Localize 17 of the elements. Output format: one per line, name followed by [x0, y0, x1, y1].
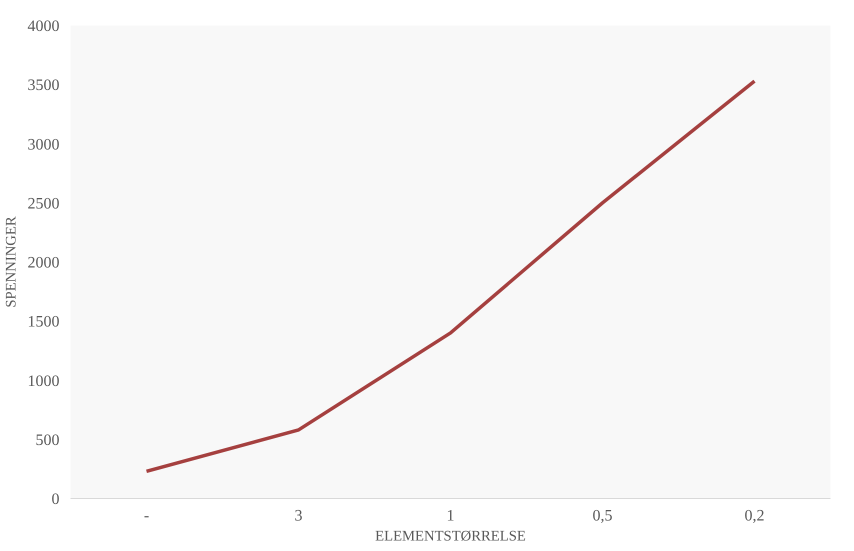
y-tick-label: 1000	[28, 372, 60, 390]
x-tick-label: 1	[446, 508, 454, 524]
y-tick-label: 2500	[28, 195, 60, 212]
x-tick-label: 0,2	[744, 508, 764, 524]
y-tick-label: 3500	[28, 77, 60, 94]
y-tick-label: 3000	[28, 136, 60, 154]
x-tick-label: 0,5	[592, 508, 612, 524]
y-tick-label: 1500	[28, 314, 60, 331]
x-tick-label: -	[144, 508, 150, 524]
y-axis-title: SPENNINGER	[4, 216, 20, 308]
y-tick-label: 0	[52, 491, 60, 508]
x-tick-label: 3	[294, 508, 302, 524]
y-tick-label: 2000	[28, 254, 60, 272]
line-series	[144, 79, 756, 474]
x-axis-title: ELEMENTSTØRRELSE	[375, 528, 526, 544]
y-tick-label: 4000	[28, 18, 60, 35]
y-tick-label: 500	[36, 432, 60, 449]
